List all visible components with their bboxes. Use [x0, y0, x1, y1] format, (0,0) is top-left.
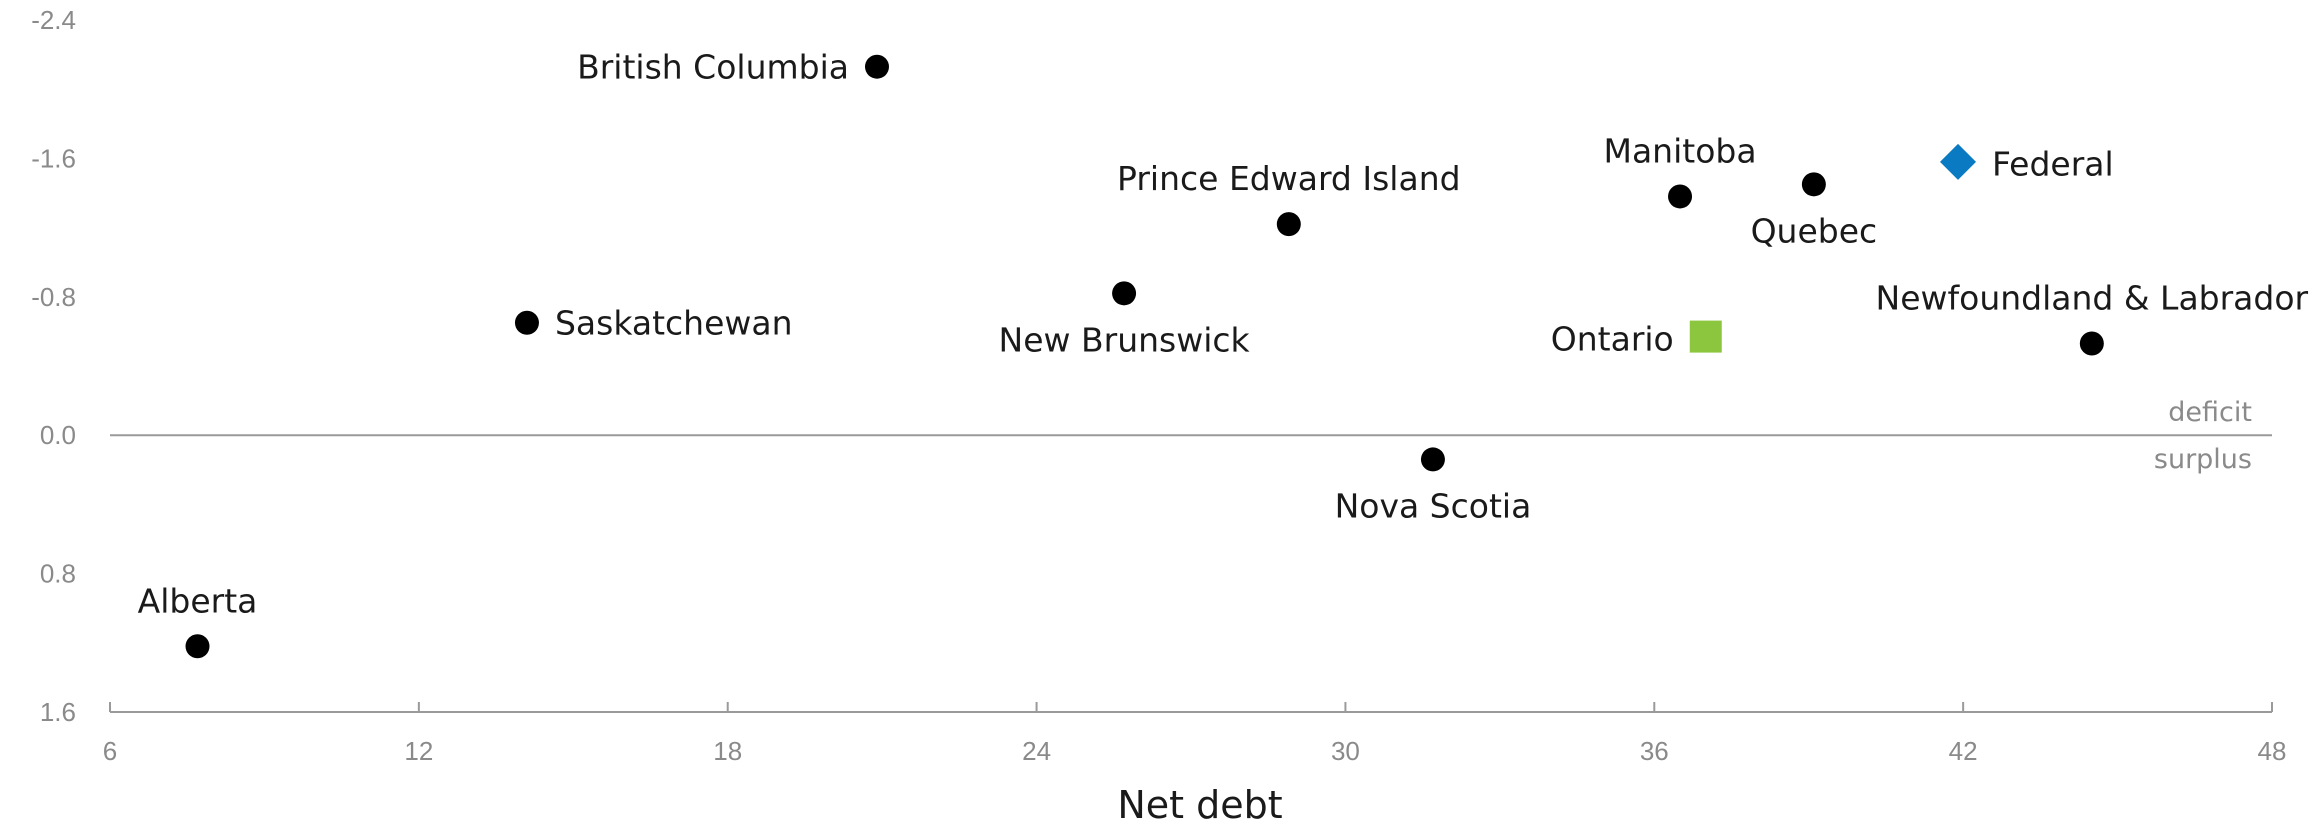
surplus-label: surplus: [2154, 444, 2252, 475]
point-label-new-brunswick: New Brunswick: [999, 320, 1251, 359]
point-label-quebec: Quebec: [1751, 211, 1878, 250]
point-label-federal: Federal: [1992, 145, 2114, 184]
point-manitoba: [1668, 184, 1693, 209]
deficit-label: deficit: [2168, 397, 2252, 428]
point-label-newfoundland-labrador: Newfoundland & Labrador: [1876, 279, 2309, 318]
chart-axes: 6 12 18 24 30 36 42 48 -2.4 -1.6 -0.8 0.0 0.8 1.6 defi…: [31, 5, 2286, 766]
point-quebec: [1801, 172, 1826, 197]
x-tick-label: 12: [404, 736, 433, 766]
point-label-saskatchewan: Saskatchewan: [555, 304, 793, 343]
point-alberta: [185, 634, 210, 659]
x-tick-label: 30: [1331, 736, 1360, 766]
y-tick-label: 1.6: [40, 697, 76, 727]
point-saskatchewan: [514, 310, 539, 335]
y-tick-label: 0.0: [40, 420, 76, 450]
x-tick-label: 18: [713, 736, 742, 766]
point-newfoundland-labrador: [2079, 331, 2104, 356]
point-federal: [1939, 143, 1976, 180]
point-prince-edward-island: [1276, 212, 1301, 237]
y-tick-label: -0.8: [31, 282, 76, 312]
point-nova-scotia: [1420, 447, 1445, 472]
x-tick-label: 24: [1022, 736, 1051, 766]
point-new-brunswick: [1112, 281, 1137, 306]
point-label-ontario: Ontario: [1551, 319, 1674, 358]
x-tick-label: 36: [1640, 736, 1669, 766]
x-tick-label: 48: [2258, 736, 2287, 766]
x-axis-title: Net debt: [1117, 783, 1282, 827]
y-tick-label: -2.4: [31, 5, 76, 35]
x-tick-label: 42: [1949, 736, 1978, 766]
point-label-nova-scotia: Nova Scotia: [1335, 486, 1532, 525]
point-label-british-columbia: British Columbia: [577, 48, 849, 87]
point-label-alberta: Alberta: [138, 581, 258, 620]
x-tick-label: 6: [103, 736, 117, 766]
y-tick-label: 0.8: [40, 559, 76, 589]
y-tick-label: -1.6: [31, 143, 76, 173]
point-label-manitoba: Manitoba: [1603, 131, 1756, 170]
point-ontario: [1689, 320, 1722, 353]
point-label-prince-edward-island: Prince Edward Island: [1117, 159, 1461, 198]
chart-marks: British Columbia Saskatchewan New Brunswic…: [138, 48, 2309, 659]
point-british-columbia: [864, 54, 889, 79]
